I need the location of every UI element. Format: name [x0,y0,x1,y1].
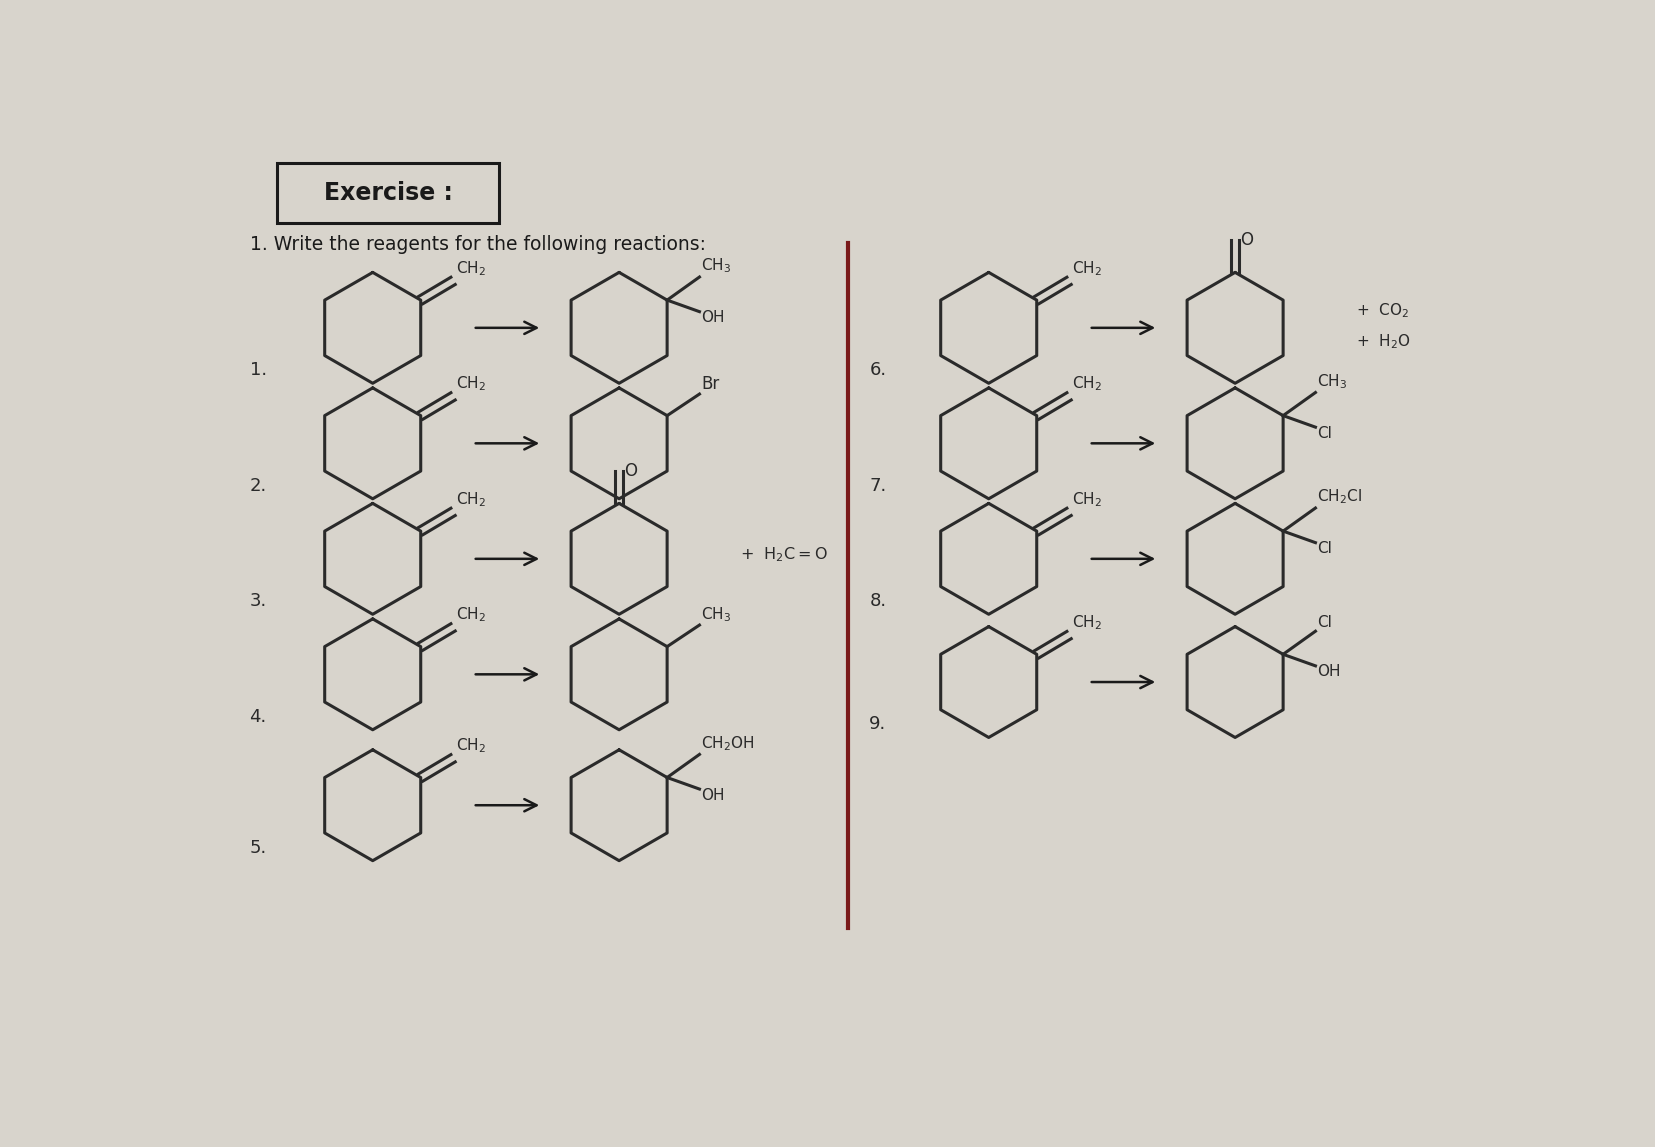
FancyBboxPatch shape [278,163,500,224]
Text: $\mathregular{CH_2}$: $\mathregular{CH_2}$ [457,490,487,509]
Text: $\mathregular{CH_2}$Cl: $\mathregular{CH_2}$Cl [1317,487,1362,507]
Text: $\mathregular{CH_3}$: $\mathregular{CH_3}$ [702,257,732,275]
Text: $\mathregular{CH_3}$: $\mathregular{CH_3}$ [1317,373,1347,391]
Text: $\mathregular{CH_2}$: $\mathregular{CH_2}$ [1072,375,1102,393]
Text: 9.: 9. [869,716,887,733]
Text: 3.: 3. [250,592,266,610]
Text: OH: OH [702,310,725,325]
Text: Exercise :: Exercise : [324,181,452,205]
Text: $\mathregular{CH_2}$: $\mathregular{CH_2}$ [1072,259,1102,278]
Text: OH: OH [702,788,725,803]
Text: Br: Br [702,375,720,392]
Text: O: O [624,462,637,481]
Text: +  $\mathregular{CO_2}$: + $\mathregular{CO_2}$ [1355,302,1408,320]
Text: Cl: Cl [1317,541,1332,556]
Text: 1. Write the reagents for the following reactions:: 1. Write the reagents for the following … [250,235,705,255]
Text: 2.: 2. [250,477,266,494]
Text: Cl: Cl [1317,426,1332,440]
Text: 4.: 4. [250,708,266,726]
Text: $\mathregular{CH_2}$: $\mathregular{CH_2}$ [457,259,487,278]
Text: $\mathregular{CH_2}$: $\mathregular{CH_2}$ [457,736,487,755]
Text: 5.: 5. [250,838,266,857]
Text: $\mathregular{CH_2}$: $\mathregular{CH_2}$ [457,375,487,393]
Text: $\mathregular{CH_2}$: $\mathregular{CH_2}$ [1072,614,1102,632]
Text: 1.: 1. [250,361,266,380]
Text: 6.: 6. [869,361,887,380]
Text: $\mathregular{CH_2}$: $\mathregular{CH_2}$ [1072,490,1102,509]
Text: +  $\mathregular{H_2C=O}$: + $\mathregular{H_2C=O}$ [740,546,828,564]
Text: Cl: Cl [1317,615,1332,630]
Text: 7.: 7. [869,477,887,494]
Text: O: O [1241,231,1253,249]
Text: 8.: 8. [869,592,887,610]
Text: $\mathregular{CH_3}$: $\mathregular{CH_3}$ [702,604,732,624]
Text: $\mathregular{CH_2}$OH: $\mathregular{CH_2}$OH [702,734,755,752]
Text: $\mathregular{CH_2}$: $\mathregular{CH_2}$ [457,606,487,624]
Text: +  $\mathregular{H_2O}$: + $\mathregular{H_2O}$ [1355,333,1410,351]
Text: OH: OH [1317,664,1341,679]
